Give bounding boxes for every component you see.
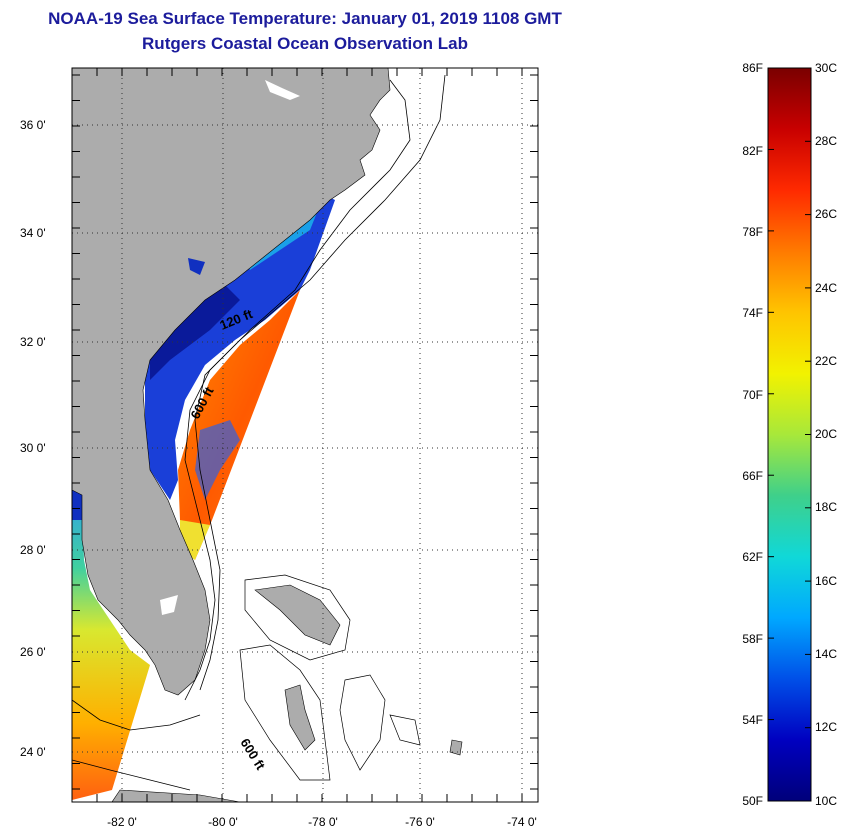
lon-label-78: -78 0' [308, 815, 338, 829]
legend-c-20: 20C [815, 427, 837, 441]
legend-f-54: 54F [742, 713, 763, 727]
atlantic-blue-eddy [195, 420, 240, 500]
legend-f-62: 62F [742, 550, 763, 564]
map-title: NOAA-19 Sea Surface Temperature: January… [48, 9, 562, 28]
bahamas-bank-contour-1 [244, 574, 351, 661]
bahamas-island-1 [254, 584, 341, 646]
legend-colorbar [767, 67, 812, 802]
gulf-sst-swath [72, 490, 150, 800]
inland-water-blue [188, 258, 205, 275]
lat-label-26: 26 0' [20, 645, 46, 659]
bahamas-bank-contour-3 [339, 674, 386, 771]
legend-f-78: 78F [742, 225, 763, 239]
legend-c-14: 14C [815, 647, 837, 661]
lon-label-80: -80 0' [208, 815, 238, 829]
bahamas-island-3 [449, 739, 463, 756]
map-frame [71, 67, 539, 803]
lat-label-36: 36 0' [20, 118, 46, 132]
legend-c-16: 16C [815, 574, 837, 588]
lat-label-28: 28 0' [20, 543, 46, 557]
lon-label-82: -82 0' [107, 815, 137, 829]
inland-lake [160, 595, 178, 615]
bahamas-bank-contour-2 [239, 644, 331, 781]
legend-ticks [768, 67, 811, 802]
lon-label-74: -74 0' [507, 815, 537, 829]
legend-f-58: 58F [742, 632, 763, 646]
inland-lake-north [265, 80, 300, 100]
us-mainland [71, 67, 391, 696]
contour-straits [71, 759, 191, 791]
contour-600ft [194, 74, 446, 691]
legend-f-74: 74F [742, 306, 763, 320]
legend-c-24: 24C [815, 281, 837, 295]
legend-c-12: 12C [815, 720, 837, 734]
legend-f-70: 70F [742, 388, 763, 402]
legend-c-30: 30C [815, 61, 837, 75]
lat-label-32: 32 0' [20, 335, 46, 349]
lat-label-34: 34 0' [20, 226, 46, 240]
legend-c-22: 22C [815, 354, 837, 368]
atlantic-cold-swath [145, 195, 335, 500]
legend-f-82: 82F [742, 144, 763, 158]
lat-label-30: 30 0' [20, 441, 46, 455]
legend-c-10: 10C [815, 794, 837, 808]
map-subtitle: Rutgers Coastal Ocean Observation Lab [142, 34, 468, 53]
contour-keys [71, 699, 201, 731]
legend-f-50: 50F [742, 794, 763, 808]
legend-f-66: 66F [742, 469, 763, 483]
lon-label-76: -76 0' [405, 815, 435, 829]
lat-label-24: 24 0' [20, 745, 46, 759]
legend-c-18: 18C [815, 500, 837, 514]
bahamas-bank-contour-4 [389, 714, 421, 746]
atlantic-deep-blue-patch [150, 280, 240, 380]
legend-f-86: 86F [742, 61, 763, 75]
bahamas-island-2 [284, 684, 316, 751]
legend-c-28: 28C [815, 134, 837, 148]
gulf-cold-patch [72, 490, 84, 520]
legend-c-26: 26C [815, 207, 837, 221]
frame-ticks [72, 68, 538, 802]
